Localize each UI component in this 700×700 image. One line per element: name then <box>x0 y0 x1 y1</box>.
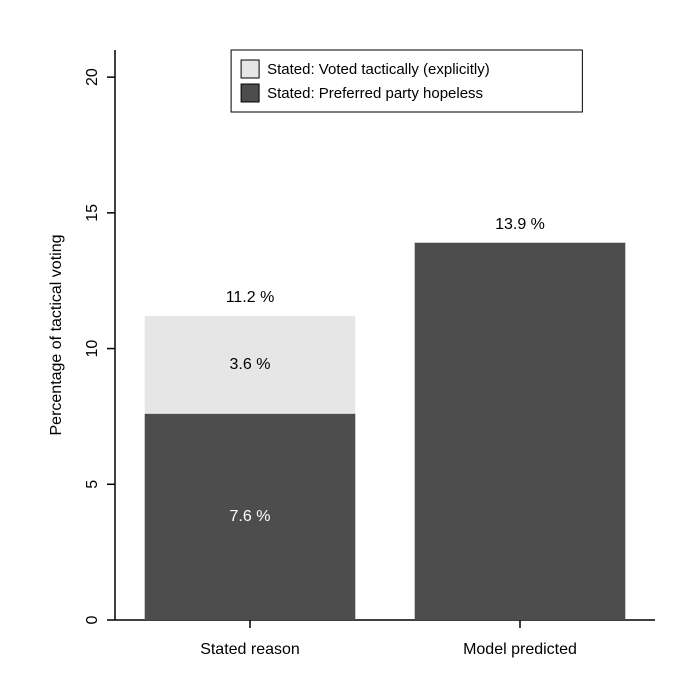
y-axis-label: Percentage of tactical voting <box>48 234 65 435</box>
legend-swatch <box>241 84 259 102</box>
y-tick-label: 20 <box>84 68 101 86</box>
category-label: Stated reason <box>200 641 300 658</box>
legend-label: Stated: Preferred party hopeless <box>267 85 483 102</box>
category-label: Model predicted <box>463 641 577 658</box>
legend-label: Stated: Voted tactically (explicitly) <box>267 61 490 78</box>
y-tick-label: 0 <box>84 615 101 624</box>
segment-label: 3.6 % <box>230 356 271 373</box>
y-tick-label: 10 <box>84 340 101 358</box>
bar-total-label: 13.9 % <box>495 216 545 233</box>
y-tick-label: 5 <box>84 480 101 489</box>
legend-box <box>231 50 582 112</box>
bar-chart: 0 5 10 15 20 Percentage of tactical voting 7.6… <box>0 0 700 700</box>
y-tick-label: 15 <box>84 204 101 222</box>
bar-total-label: 11.2 % <box>226 289 275 306</box>
segment-label: 7.6 % <box>230 508 271 525</box>
legend-swatch <box>241 60 259 78</box>
chart-container: 0 5 10 15 20 Percentage of tactical voting 7.6… <box>0 0 700 700</box>
bar-segment <box>415 243 626 620</box>
